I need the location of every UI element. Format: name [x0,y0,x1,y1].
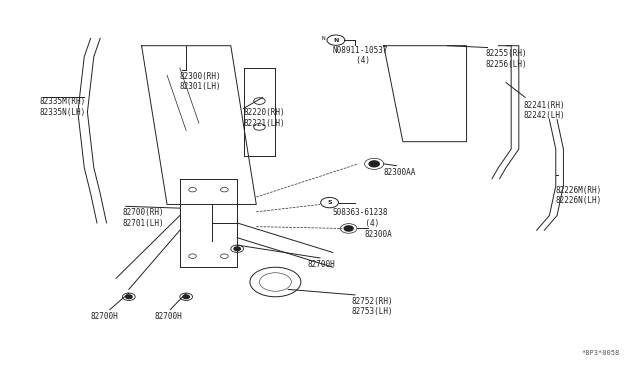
Text: 82700H: 82700H [91,311,118,321]
Text: 82241(RH)
82242(LH): 82241(RH) 82242(LH) [524,101,566,121]
Circle shape [344,226,353,231]
Text: N08911-10537
     (4): N08911-10537 (4) [333,46,388,65]
Text: 82226M(RH)
82226N(LH): 82226M(RH) 82226N(LH) [556,186,602,205]
Text: 82335M(RH)
82335N(LH): 82335M(RH) 82335N(LH) [40,97,86,117]
Text: 82300(RH)
82301(LH): 82300(RH) 82301(LH) [180,71,221,91]
Circle shape [183,295,189,299]
Text: 82300A: 82300A [365,230,392,239]
Circle shape [234,247,241,251]
Text: S08363-61238
       (4): S08363-61238 (4) [333,208,388,228]
Circle shape [369,161,380,167]
Text: 82255(RH)
82256(LH): 82255(RH) 82256(LH) [486,49,527,69]
Text: 82752(RH)
82753(LH): 82752(RH) 82753(LH) [352,297,394,316]
Text: N: N [333,38,339,43]
Circle shape [125,295,132,299]
Text: 82700H: 82700H [307,260,335,269]
Text: 82300AA: 82300AA [384,167,416,177]
Text: 82700H: 82700H [154,311,182,321]
Text: N: N [321,36,325,41]
Text: 82220(RH)
82221(LH): 82220(RH) 82221(LH) [244,109,285,128]
Text: 82700(RH)
82701(LH): 82700(RH) 82701(LH) [122,208,164,228]
Text: *8P3*0058: *8P3*0058 [581,350,620,356]
Text: S: S [327,200,332,205]
